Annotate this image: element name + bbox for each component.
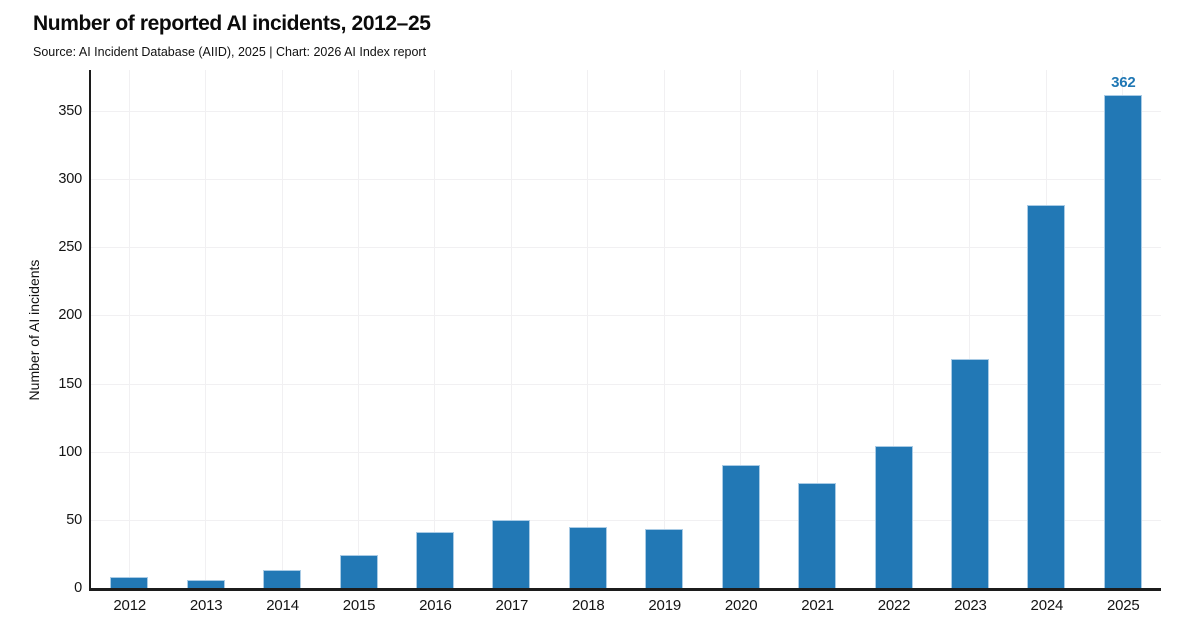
bar-2017 xyxy=(492,519,531,588)
bar-2014 xyxy=(263,570,302,588)
plot-area xyxy=(89,70,1161,591)
bar-2024 xyxy=(1027,204,1066,588)
gridline-x-2015 xyxy=(358,70,359,588)
x-tick-2018: 2018 xyxy=(571,597,605,614)
bar-2012 xyxy=(110,577,149,588)
gridline-x-2014 xyxy=(281,70,283,588)
gridline-x-2021 xyxy=(816,70,818,588)
gridline-x-2017 xyxy=(510,70,512,588)
x-tick-2021: 2021 xyxy=(801,597,834,614)
gridline-x-2022 xyxy=(893,70,894,588)
bar-2023 xyxy=(950,359,989,588)
y-tick-150: 150 xyxy=(58,375,82,392)
y-tick-0: 0 xyxy=(74,580,82,596)
y-tick-300: 300 xyxy=(58,171,82,188)
bar-2016 xyxy=(415,532,454,588)
chart-subtitle: Source: AI Incident Database (AIID), 202… xyxy=(33,45,427,59)
gridline-x-2012 xyxy=(128,70,130,588)
gridline-x-2018 xyxy=(587,70,589,588)
gridline-x-2013 xyxy=(205,70,207,588)
bar-2020 xyxy=(721,465,760,588)
gridline-y-300 xyxy=(91,179,1161,181)
bar-2015 xyxy=(339,555,378,588)
x-tick-2019: 2019 xyxy=(648,597,681,614)
y-tick-200: 200 xyxy=(58,307,82,324)
gridline-y-200 xyxy=(91,315,1161,317)
x-tick-2014: 2014 xyxy=(266,597,299,614)
gridline-y-150 xyxy=(91,383,1161,385)
gridline-y-100 xyxy=(91,451,1161,453)
y-axis-title: Number of AI incidents xyxy=(26,259,42,401)
y-tick-50: 50 xyxy=(66,511,82,528)
x-tick-2012: 2012 xyxy=(113,597,146,614)
bar-value-label-2025: 362 xyxy=(1111,73,1136,91)
y-tick-250: 250 xyxy=(58,239,82,256)
x-tick-2016: 2016 xyxy=(419,597,452,614)
x-tick-2013: 2013 xyxy=(189,597,223,614)
gridline-x-2020 xyxy=(740,70,742,588)
x-tick-2017: 2017 xyxy=(495,597,529,614)
x-tick-2022: 2022 xyxy=(877,597,911,614)
gridline-y-350 xyxy=(91,110,1161,112)
x-tick-2023: 2023 xyxy=(954,597,987,614)
bar-2022 xyxy=(874,446,913,588)
x-tick-2024: 2024 xyxy=(1030,597,1064,614)
y-tick-350: 350 xyxy=(58,102,82,119)
bar-2018 xyxy=(568,526,607,588)
bar-2013 xyxy=(186,579,225,588)
x-tick-2015: 2015 xyxy=(342,597,376,614)
gridline-y-250 xyxy=(91,247,1161,249)
gridline-x-2016 xyxy=(434,70,436,588)
gridline-x-2019 xyxy=(663,70,665,588)
x-tick-2025: 2025 xyxy=(1106,597,1140,614)
gridline-x-2023 xyxy=(969,70,971,588)
chart-title: Number of reported AI incidents, 2012–25 xyxy=(33,12,431,35)
gridline-y-50 xyxy=(91,519,1161,521)
bar-2019 xyxy=(645,529,684,588)
y-tick-100: 100 xyxy=(58,443,82,460)
bar-2021 xyxy=(798,483,837,588)
bar-2025 xyxy=(1103,94,1142,588)
x-tick-2020: 2020 xyxy=(724,597,758,614)
